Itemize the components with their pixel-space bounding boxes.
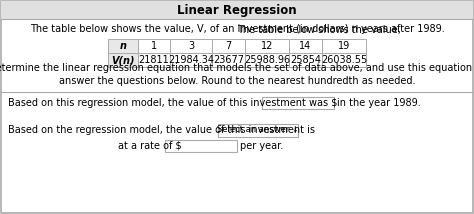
- Text: Based on the regression model, the value of this investment is: Based on the regression model, the value…: [8, 125, 315, 135]
- Text: per year.: per year.: [240, 141, 283, 151]
- Text: 12: 12: [261, 41, 273, 51]
- Bar: [170, 39, 212, 53]
- Text: 25988.96: 25988.96: [244, 55, 290, 65]
- Bar: [245, 39, 289, 53]
- Text: 23677: 23677: [213, 55, 244, 65]
- Bar: [212, 53, 245, 67]
- Text: Based on this regression model, the value of this investment was $: Based on this regression model, the valu…: [8, 98, 337, 108]
- Bar: [138, 53, 170, 67]
- Bar: [322, 53, 366, 67]
- Text: 3: 3: [188, 41, 194, 51]
- Bar: [108, 39, 138, 53]
- Bar: [212, 39, 245, 53]
- Bar: [245, 53, 289, 67]
- Text: The table below shows the value, V, of an investment (in dollars) n years after : The table below shows the value, V, of a…: [29, 24, 444, 34]
- Bar: [218, 123, 298, 137]
- Bar: [1, 1, 473, 19]
- Bar: [170, 53, 212, 67]
- Text: n: n: [119, 41, 127, 51]
- Text: 21984.34: 21984.34: [168, 55, 214, 65]
- Text: 19: 19: [338, 41, 350, 51]
- Bar: [138, 39, 170, 53]
- Text: 14: 14: [300, 41, 311, 51]
- Text: Determine the linear regression equation that models the set of data above, and : Determine the linear regression equation…: [0, 63, 474, 73]
- Text: in the year 1989.: in the year 1989.: [337, 98, 421, 108]
- Bar: [108, 53, 138, 67]
- Text: answer the questions below. Round to the nearest hundredth as needed.: answer the questions below. Round to the…: [59, 76, 415, 86]
- Text: The table below shows the value,: The table below shows the value,: [237, 25, 404, 35]
- Bar: [322, 39, 366, 53]
- Bar: [289, 39, 322, 53]
- Text: 26038.55: 26038.55: [321, 55, 367, 65]
- Text: 1: 1: [151, 41, 157, 51]
- Text: Linear Regression: Linear Regression: [177, 3, 297, 16]
- Text: 25854: 25854: [290, 55, 321, 65]
- Text: at a rate of $: at a rate of $: [118, 141, 182, 151]
- Bar: [262, 97, 334, 109]
- Text: 7: 7: [225, 41, 232, 51]
- Text: Select an answer ↓: Select an answer ↓: [217, 125, 299, 135]
- Text: 21811: 21811: [138, 55, 169, 65]
- Text: V(n): V(n): [111, 55, 135, 65]
- Bar: [165, 140, 237, 152]
- Bar: [289, 53, 322, 67]
